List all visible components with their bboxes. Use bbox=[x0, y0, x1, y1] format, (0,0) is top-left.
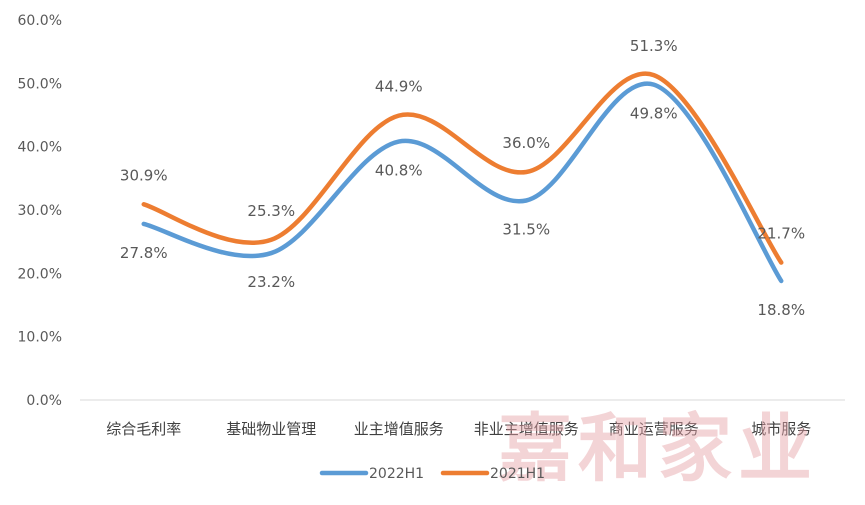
legend: 2022H1 2021H1 bbox=[319, 466, 545, 482]
x-category-label: 商业运营服务 bbox=[609, 420, 699, 438]
legend-label: 2021H1 bbox=[490, 466, 545, 482]
series-line-2021h1 bbox=[141, 71, 784, 265]
y-tick-label: 40.0% bbox=[18, 140, 62, 156]
series-line-2022h1 bbox=[141, 81, 784, 284]
data-label: 44.9% bbox=[375, 78, 423, 96]
data-label: 51.3% bbox=[630, 37, 678, 55]
data-label: 21.7% bbox=[757, 225, 805, 243]
y-tick-label: 10.0% bbox=[18, 330, 62, 346]
data-label: 18.8% bbox=[757, 301, 805, 319]
data-label: 36.0% bbox=[502, 134, 550, 152]
y-tick-label: 0.0% bbox=[26, 393, 62, 409]
x-category-label: 业主增值服务 bbox=[354, 420, 444, 438]
x-category-label: 综合毛利率 bbox=[106, 420, 181, 438]
y-tick-label: 30.0% bbox=[18, 203, 62, 219]
series-lines bbox=[141, 71, 784, 284]
y-tick-label: 20.0% bbox=[18, 266, 62, 282]
legend-label: 2022H1 bbox=[369, 466, 424, 482]
data-label: 49.8% bbox=[630, 105, 678, 123]
y-tick-label: 50.0% bbox=[18, 76, 62, 92]
x-category-label: 城市服务 bbox=[751, 420, 811, 438]
data-label: 30.9% bbox=[120, 166, 168, 184]
x-category-label: 非业主增值服务 bbox=[474, 420, 579, 438]
y-axis-ticks: 0.0% 10.0% 20.0% 30.0% 40.0% 50.0% 60.0% bbox=[18, 13, 62, 409]
x-category-label: 基础物业管理 bbox=[226, 420, 316, 438]
data-label: 27.8% bbox=[120, 244, 168, 262]
x-axis-categories: 综合毛利率 基础物业管理 业主增值服务 非业主增值服务 商业运营服务 城市服务 bbox=[106, 420, 811, 438]
y-tick-label: 60.0% bbox=[18, 13, 62, 29]
data-label: 31.5% bbox=[502, 221, 550, 239]
data-labels: 27.8% 23.2% 40.8% 31.5% 49.8% 18.8% 30.9% 25.3%… bbox=[120, 37, 805, 319]
watermark: 嘉和家业 bbox=[498, 406, 818, 492]
data-label: 25.3% bbox=[247, 202, 295, 220]
data-label: 23.2% bbox=[247, 273, 295, 291]
data-label: 40.8% bbox=[375, 162, 423, 180]
